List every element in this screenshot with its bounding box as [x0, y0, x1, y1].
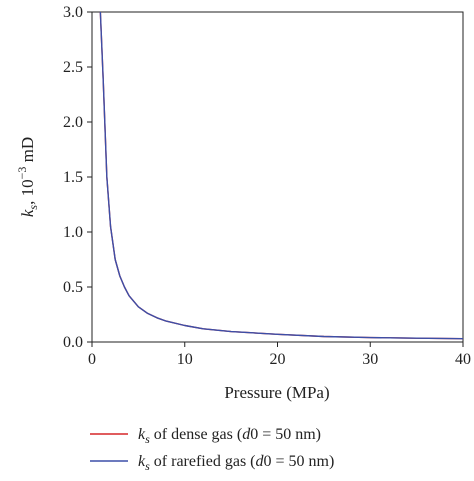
x-tick-label: 20 [270, 351, 286, 368]
legend-label-2: ks of rarefied gas (d0 = 50 nm) [138, 453, 334, 473]
x-axis-ticks: 0 10 20 30 40 [88, 342, 471, 368]
x-tick-label: 10 [177, 351, 193, 368]
x-axis-label: Pressure (MPa) [224, 383, 329, 402]
y-tick-label: 1.5 [63, 169, 83, 186]
x-tick-label: 40 [455, 351, 471, 368]
x-tick-label: 0 [88, 351, 96, 368]
y-axis-ticks: 0.0 0.5 1.0 1.5 2.0 2.5 3.0 [63, 4, 92, 351]
series-line-2 [99, 11, 464, 340]
y-tick-label: 2.5 [63, 59, 83, 76]
plot-frame [91, 11, 464, 343]
y-tick-label: 1.0 [63, 224, 83, 241]
y-tick-label: 3.0 [63, 4, 83, 21]
y-axis-label: ks, 10−3 mD [15, 137, 40, 217]
y-tick-label: 0.0 [63, 334, 83, 351]
y-tick-label: 2.0 [63, 114, 83, 131]
series-line-1 [99, 11, 464, 340]
plot-area: 0 10 20 30 40 0.0 0.5 1.0 1.5 2.0 2.5 3.0 [63, 4, 471, 368]
series-layer [99, 11, 464, 340]
legend: ks of dense gas (d0 = 50 nm) ks of rarefi… [90, 426, 334, 473]
y-tick-label: 0.5 [63, 279, 83, 296]
legend-label-1: ks of dense gas (d0 = 50 nm) [138, 426, 321, 446]
x-tick-label: 30 [362, 351, 378, 368]
